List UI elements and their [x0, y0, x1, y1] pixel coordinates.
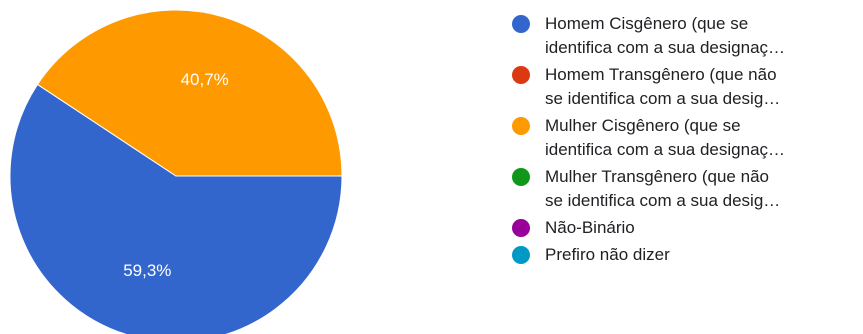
legend: Homem Cisgênero (que se identifica com a… [512, 12, 857, 270]
pie-chart: 59,3% 40,7% [9, 9, 343, 334]
legend-label: Não-Binário [545, 218, 635, 237]
legend-swatch [512, 168, 530, 186]
legend-swatch [512, 219, 530, 237]
slice-value-label: 40,7% [181, 70, 229, 89]
legend-swatch [512, 15, 530, 33]
legend-swatch [512, 246, 530, 264]
legend-label: Homem Transgênero (que não se identifica… [545, 65, 781, 108]
legend-item-mulher-cisgenero: Mulher Cisgênero (que se identifica com … [512, 114, 857, 162]
legend-label: Prefiro não dizer [545, 245, 670, 264]
legend-label: Mulher Transgênero (que não se identific… [545, 167, 781, 210]
legend-item-prefiro-nao-dizer: Prefiro não dizer [512, 243, 857, 267]
legend-item-homem-transgenero: Homem Transgênero (que não se identifica… [512, 63, 857, 111]
legend-swatch [512, 117, 530, 135]
legend-label: Mulher Cisgênero (que se identifica com … [545, 116, 786, 159]
slice-value-label: 59,3% [123, 261, 171, 280]
legend-swatch [512, 66, 530, 84]
legend-item-nao-binario: Não-Binário [512, 216, 857, 240]
pie-slice [9, 83, 343, 334]
legend-item-mulher-transgenero: Mulher Transgênero (que não se identific… [512, 165, 857, 213]
legend-item-homem-cisgenero: Homem Cisgênero (que se identifica com a… [512, 12, 857, 60]
legend-label: Homem Cisgênero (que se identifica com a… [545, 14, 786, 57]
pie-slice [36, 9, 343, 177]
